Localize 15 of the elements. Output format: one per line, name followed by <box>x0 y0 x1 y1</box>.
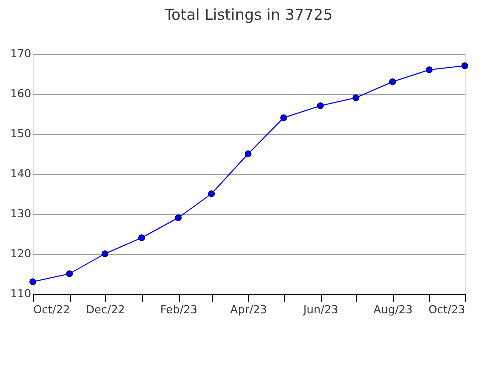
x-tick-label: Oct/23 <box>428 304 466 316</box>
y-tick-label: 110 <box>10 288 32 300</box>
x-tick-label: Feb/23 <box>160 304 198 316</box>
x-tick-label: Jun/23 <box>302 304 339 316</box>
y-tick-label: 150 <box>10 128 32 140</box>
x-tick-label: Apr/23 <box>230 304 268 316</box>
y-tick-label: 120 <box>10 248 32 260</box>
x-tick-label: Dec/22 <box>86 304 126 316</box>
y-tick-label: 170 <box>10 48 32 60</box>
y-tick-label: 130 <box>10 208 32 220</box>
chart-title: Total Listings in 37725 <box>164 6 333 24</box>
x-tick-label: Oct/22 <box>34 304 70 316</box>
y-tick-label: 140 <box>10 168 32 180</box>
x-tick-label: Aug/23 <box>374 304 413 316</box>
y-tick-label: 160 <box>10 88 32 100</box>
